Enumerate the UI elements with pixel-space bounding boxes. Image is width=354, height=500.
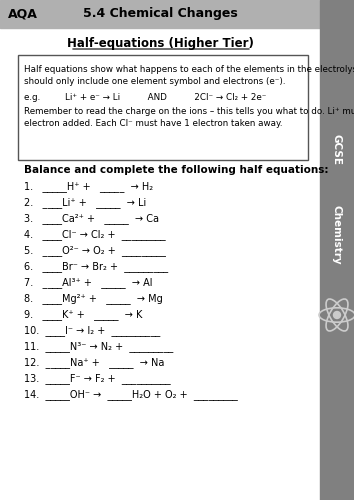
Text: Remember to read the charge on the ions – this tells you what to do. Li⁺ must ha: Remember to read the charge on the ions … bbox=[24, 106, 354, 116]
Text: 2.   ____Li⁺ +   _____  → Li: 2. ____Li⁺ + _____ → Li bbox=[24, 198, 146, 208]
Text: 11.  _____N³⁻ → N₂ +  _________: 11. _____N³⁻ → N₂ + _________ bbox=[24, 342, 173, 352]
Text: electron added. Each Cl⁻ must have 1 electron taken away.: electron added. Each Cl⁻ must have 1 ele… bbox=[24, 118, 282, 128]
Text: 9.   ____K⁺ +   _____  → K: 9. ____K⁺ + _____ → K bbox=[24, 310, 142, 320]
Bar bbox=[0, 0, 320, 28]
Text: e.g.         Li⁺ + e⁻ → Li          AND          2Cl⁻ → Cl₂ + 2e⁻: e.g. Li⁺ + e⁻ → Li AND 2Cl⁻ → Cl₂ + 2e⁻ bbox=[24, 92, 266, 102]
Text: should only include one element symbol and electrons (e⁻).: should only include one element symbol a… bbox=[24, 78, 285, 86]
Text: 6.   ____Br⁻ → Br₂ +  _________: 6. ____Br⁻ → Br₂ + _________ bbox=[24, 262, 168, 272]
Text: GCSE: GCSE bbox=[332, 134, 342, 166]
Text: 10.  ____I⁻ → I₂ +  __________: 10. ____I⁻ → I₂ + __________ bbox=[24, 326, 160, 336]
Text: 13.  _____F⁻ → F₂ +  __________: 13. _____F⁻ → F₂ + __________ bbox=[24, 374, 171, 384]
Text: 8.   ____Mg²⁺ +   _____  → Mg: 8. ____Mg²⁺ + _____ → Mg bbox=[24, 294, 163, 304]
Text: Balance and complete the following half equations:: Balance and complete the following half … bbox=[24, 165, 329, 175]
Text: 5.4 Chemical Changes: 5.4 Chemical Changes bbox=[82, 8, 238, 20]
Text: 1.   _____H⁺ +   _____  → H₂: 1. _____H⁺ + _____ → H₂ bbox=[24, 182, 153, 192]
Text: 14.  _____OH⁻ →  _____H₂O + O₂ +  _________: 14. _____OH⁻ → _____H₂O + O₂ + _________ bbox=[24, 390, 238, 400]
Text: Half-equations (Higher Tier): Half-equations (Higher Tier) bbox=[67, 36, 253, 50]
Text: Chemistry: Chemistry bbox=[332, 205, 342, 265]
Text: 5.   ____O²⁻ → O₂ +  _________: 5. ____O²⁻ → O₂ + _________ bbox=[24, 246, 166, 256]
Text: AQA: AQA bbox=[8, 8, 38, 20]
Bar bbox=[320, 0, 354, 500]
Circle shape bbox=[333, 312, 341, 318]
Text: 3.   ____Ca²⁺ +   _____  → Ca: 3. ____Ca²⁺ + _____ → Ca bbox=[24, 214, 159, 224]
Text: 12.  _____Na⁺ +   _____  → Na: 12. _____Na⁺ + _____ → Na bbox=[24, 358, 164, 368]
Text: Half equations show what happens to each of the elements in the electrolysis pro: Half equations show what happens to each… bbox=[24, 66, 354, 74]
FancyBboxPatch shape bbox=[18, 55, 308, 160]
Text: 4.   ____Cl⁻ → Cl₂ +  _________: 4. ____Cl⁻ → Cl₂ + _________ bbox=[24, 230, 166, 240]
Text: 7.   ____Al³⁺ +   _____  → Al: 7. ____Al³⁺ + _____ → Al bbox=[24, 278, 153, 288]
